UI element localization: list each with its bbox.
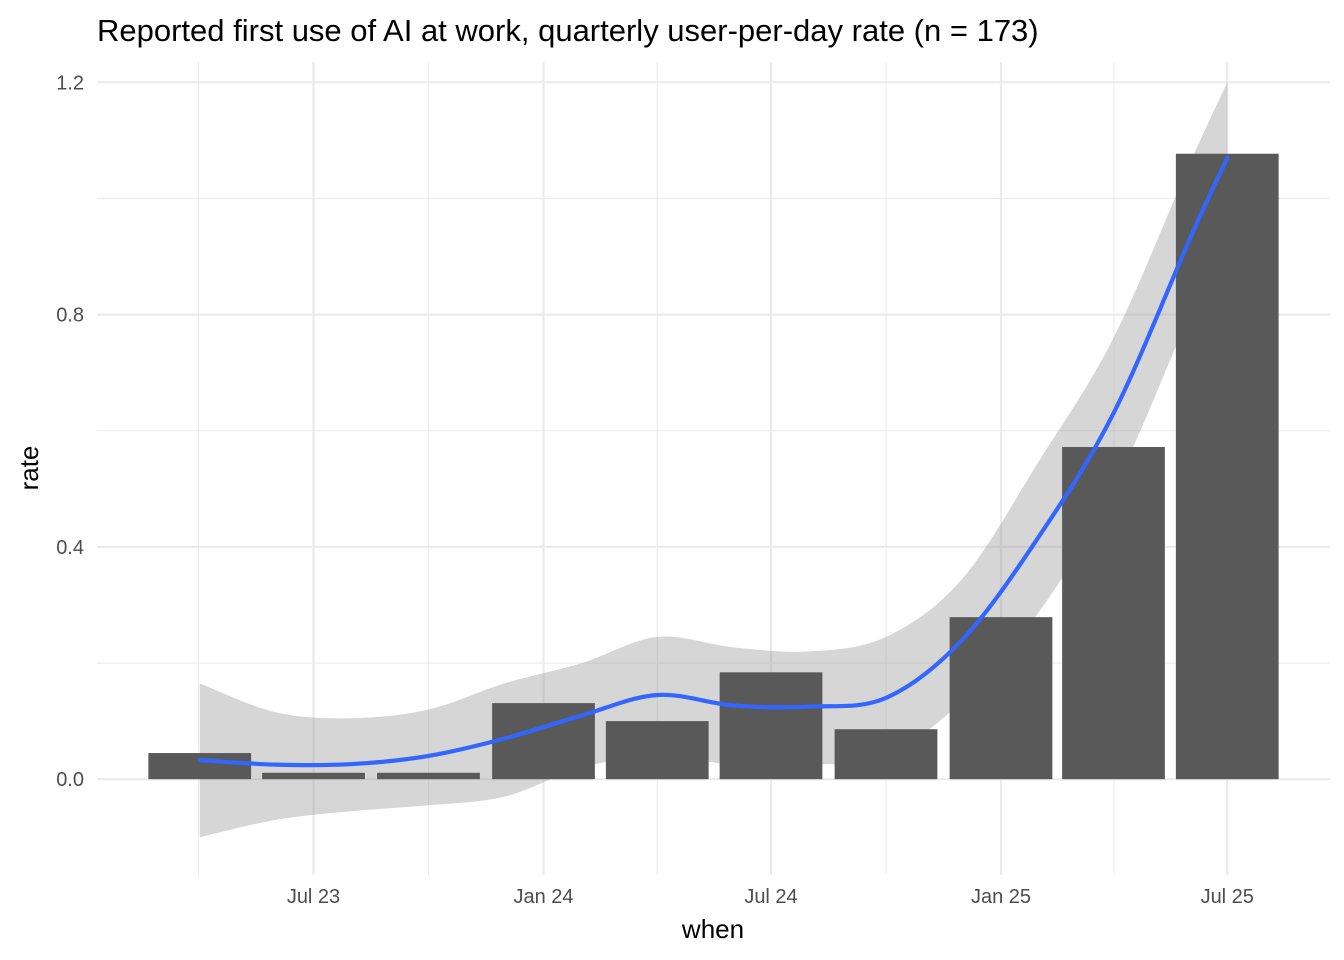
bar <box>1062 447 1165 780</box>
bar <box>262 772 365 780</box>
y-tick-label: 0.4 <box>56 537 84 559</box>
bar <box>1175 153 1279 780</box>
y-axis-title: rate <box>14 446 44 491</box>
y-tick-label: 0.0 <box>56 769 84 791</box>
x-tick-label: Jul 23 <box>287 886 340 908</box>
bar <box>719 672 823 780</box>
y-tick-label: 1.2 <box>56 72 84 94</box>
bar <box>949 617 1053 780</box>
smooth-line-layer <box>197 155 1230 768</box>
x-axis-title: when <box>681 914 744 944</box>
bar <box>605 721 709 780</box>
bar <box>834 729 938 780</box>
x-tick-labels: Jul 23 Jan 24 Jul 24 Jan 25 Jul 25 <box>287 886 1254 908</box>
bars-layer <box>148 153 1279 780</box>
bar <box>377 772 480 780</box>
x-tick-label: Jul 24 <box>744 886 797 908</box>
x-tick-label: Jan 25 <box>971 886 1031 908</box>
smooth-line <box>197 155 1230 768</box>
bar <box>148 753 252 780</box>
y-tick-labels: 0.0 0.4 0.8 1.2 <box>56 72 84 791</box>
x-tick-label: Jul 25 <box>1201 886 1254 908</box>
x-tick-label: Jan 24 <box>513 886 573 908</box>
y-tick-label: 0.8 <box>56 305 84 327</box>
chart-title: Reported first use of AI at work, quarte… <box>97 13 1039 48</box>
